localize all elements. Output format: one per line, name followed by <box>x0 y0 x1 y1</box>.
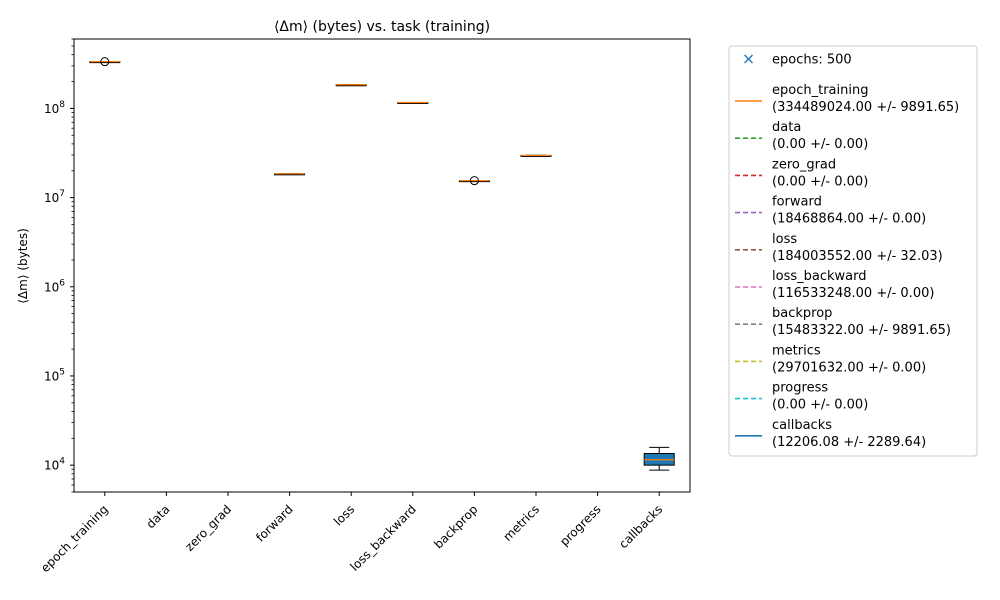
legend-label: callbacks <box>772 418 832 433</box>
y-axis-label: ⟨Δm⟩ (bytes) <box>16 228 30 304</box>
x-tick-label: forward <box>253 502 295 544</box>
x-tick-label: loss_backward <box>347 502 419 574</box>
legend-label: data <box>772 120 801 135</box>
legend: epochs: 500 epoch_training (334489024.00 +… <box>728 45 978 457</box>
y-tick-label: 106 <box>44 278 65 294</box>
legend-marker-x <box>744 54 753 64</box>
legend-label-value: (0.00 +/- 0.00) <box>772 137 868 152</box>
outlier-point <box>100 57 110 67</box>
legend-label-value: (184003552.00 +/- 32.03) <box>772 249 943 264</box>
x-tick-label: progress <box>557 502 604 549</box>
y-tick-label: 104 <box>44 457 65 473</box>
y-tick-label: 107 <box>44 189 65 205</box>
legend-label-value: (15483322.00 +/- 9891.65) <box>772 323 951 338</box>
legend-label-value: (334489024.00 +/- 9891.65) <box>772 100 959 115</box>
x-tick-label: zero_grad <box>182 502 234 554</box>
outlier-point <box>469 176 479 186</box>
legend-label: loss_backward <box>772 269 866 284</box>
legend-label: forward <box>772 195 822 210</box>
legend-label: zero_grad <box>772 157 836 172</box>
legend-label-value: (0.00 +/- 0.00) <box>772 174 868 189</box>
x-tick-label: backprop <box>431 502 480 551</box>
plot-frame <box>73 38 691 493</box>
legend-label-value: (12206.08 +/- 2289.64) <box>772 435 926 450</box>
plot-area: 104 105 106 107 108 epoch_training data zero_gr… <box>38 38 675 575</box>
legend-label-value: (18468864.00 +/- 0.00) <box>772 212 926 227</box>
y-tick-label: 108 <box>44 100 65 116</box>
x-tick-label: loss <box>331 502 357 528</box>
legend-label-value: (29701632.00 +/- 0.00) <box>772 360 926 375</box>
x-tick-label: epoch_training <box>38 502 111 575</box>
legend-label: epoch_training <box>772 83 868 98</box>
legend-label: progress <box>772 381 828 396</box>
legend-frame <box>728 45 978 457</box>
x-tick-label: data <box>144 502 173 531</box>
x-tick-label: metrics <box>500 502 542 544</box>
legend-label: backprop <box>772 306 832 321</box>
chart-title: ⟨Δm⟩ (bytes) vs. task (training) <box>274 19 490 35</box>
legend-label-value: (116533248.00 +/- 0.00) <box>772 286 934 301</box>
legend-label: metrics <box>772 343 821 358</box>
legend-label: loss <box>772 232 797 247</box>
x-tick-label: callbacks <box>616 502 665 551</box>
y-tick-label: 105 <box>44 367 65 383</box>
legend-label-value: (0.00 +/- 0.00) <box>772 398 868 413</box>
legend-label: epochs: 500 <box>772 53 852 68</box>
